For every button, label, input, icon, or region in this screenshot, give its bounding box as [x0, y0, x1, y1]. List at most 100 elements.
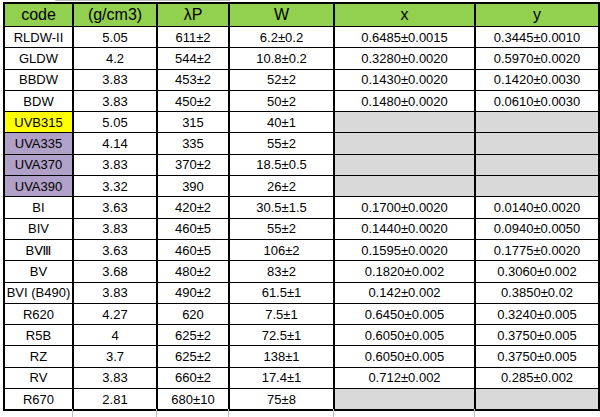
- cell-x[interactable]: 0.1595±0.0020: [334, 239, 475, 260]
- cell-code[interactable]: UVA335: [4, 133, 73, 154]
- cell-lambda[interactable]: 680±10: [157, 389, 229, 411]
- cell-density[interactable]: 4.2: [73, 48, 157, 69]
- cell-y[interactable]: 0.3240±0.005: [475, 303, 599, 324]
- cell-lambda[interactable]: 660±2: [157, 367, 229, 388]
- cell-density[interactable]: 3.83: [73, 154, 157, 175]
- cell-y[interactable]: 0.1420±0.0030: [475, 69, 599, 90]
- cell-code[interactable]: BⅧ: [4, 239, 73, 260]
- cell-x[interactable]: 0.1820±0.002: [334, 261, 475, 282]
- cell-x[interactable]: [334, 176, 475, 197]
- cell-code[interactable]: BIV: [4, 218, 73, 239]
- cell-x[interactable]: 0.712±0.002: [334, 367, 475, 388]
- cell-w[interactable]: 10.8±0.2: [229, 48, 334, 69]
- cell-x[interactable]: 0.6050±0.005: [334, 325, 475, 346]
- cell-y[interactable]: [475, 112, 599, 133]
- cell-x[interactable]: [334, 389, 475, 411]
- cell-code[interactable]: R620: [4, 303, 73, 324]
- cell-x[interactable]: 0.1480±0.0020: [334, 90, 475, 111]
- cell-code[interactable]: RZ: [4, 346, 73, 367]
- cell-lambda[interactable]: 453±2: [157, 69, 229, 90]
- cell-lambda[interactable]: 625±2: [157, 346, 229, 367]
- cell-density[interactable]: 4.14: [73, 133, 157, 154]
- cell-y[interactable]: [475, 176, 599, 197]
- cell-code[interactable]: R670: [4, 389, 73, 411]
- cell-y[interactable]: 0.3750±0.005: [475, 325, 599, 346]
- cell-lambda[interactable]: 611±2: [157, 27, 229, 48]
- cell-w[interactable]: 75±8: [229, 389, 334, 411]
- cell-density[interactable]: 4.27: [73, 303, 157, 324]
- cell-density[interactable]: 3.83: [73, 69, 157, 90]
- cell-density[interactable]: 5.05: [73, 27, 157, 48]
- cell-w[interactable]: 17.4±1: [229, 367, 334, 388]
- cell-lambda[interactable]: 335: [157, 133, 229, 154]
- cell-lambda[interactable]: 460±5: [157, 239, 229, 260]
- cell-y[interactable]: 0.3750±0.005: [475, 346, 599, 367]
- cell-w[interactable]: 72.5±1: [229, 325, 334, 346]
- cell-lambda[interactable]: 620: [157, 303, 229, 324]
- cell-w[interactable]: 6.2±0.2: [229, 27, 334, 48]
- cell-y[interactable]: 0.0940±0.0050: [475, 218, 599, 239]
- header-cell-x[interactable]: x: [334, 3, 475, 27]
- cell-x[interactable]: 0.6050±0.005: [334, 346, 475, 367]
- cell-code[interactable]: GLDW: [4, 48, 73, 69]
- cell-code[interactable]: UVA390: [4, 176, 73, 197]
- cell-code[interactable]: RV: [4, 367, 73, 388]
- cell-density[interactable]: 3.7: [73, 346, 157, 367]
- cell-density[interactable]: 3.63: [73, 239, 157, 260]
- cell-x[interactable]: 0.3280±0.0020: [334, 48, 475, 69]
- cell-w[interactable]: 138±1: [229, 346, 334, 367]
- cell-density[interactable]: 3.83: [73, 282, 157, 303]
- cell-y[interactable]: [475, 133, 599, 154]
- cell-density[interactable]: 2.81: [73, 389, 157, 411]
- cell-x[interactable]: 0.142±0.002: [334, 282, 475, 303]
- cell-lambda[interactable]: 490±2: [157, 282, 229, 303]
- cell-code[interactable]: BBDW: [4, 69, 73, 90]
- cell-w[interactable]: 55±2: [229, 218, 334, 239]
- cell-w[interactable]: 26±2: [229, 176, 334, 197]
- cell-y[interactable]: [475, 154, 599, 175]
- header-cell-lambda[interactable]: λP: [157, 3, 229, 27]
- cell-w[interactable]: 7.5±1: [229, 303, 334, 324]
- cell-x[interactable]: 0.1700±0.0020: [334, 197, 475, 218]
- cell-y[interactable]: 0.0610±0.0030: [475, 90, 599, 111]
- cell-w[interactable]: 106±2: [229, 239, 334, 260]
- cell-lambda[interactable]: 544±2: [157, 48, 229, 69]
- cell-x[interactable]: 0.6450±0.005: [334, 303, 475, 324]
- cell-lambda[interactable]: 625±2: [157, 325, 229, 346]
- header-cell-w[interactable]: W: [229, 3, 334, 27]
- cell-lambda[interactable]: 420±2: [157, 197, 229, 218]
- cell-density[interactable]: 4: [73, 325, 157, 346]
- cell-y[interactable]: 0.3445±0.0010: [475, 27, 599, 48]
- header-cell-density[interactable]: (g/cm3): [73, 3, 157, 27]
- cell-w[interactable]: 61.5±1: [229, 282, 334, 303]
- cell-density[interactable]: 3.83: [73, 90, 157, 111]
- cell-x[interactable]: 0.6485±0.0015: [334, 27, 475, 48]
- cell-density[interactable]: 3.32: [73, 176, 157, 197]
- cell-w[interactable]: 50±2: [229, 90, 334, 111]
- cell-y[interactable]: 0.3060±0.002: [475, 261, 599, 282]
- cell-w[interactable]: 30.5±1.5: [229, 197, 334, 218]
- cell-x[interactable]: [334, 112, 475, 133]
- cell-w[interactable]: 83±2: [229, 261, 334, 282]
- cell-lambda[interactable]: 370±2: [157, 154, 229, 175]
- cell-lambda[interactable]: 390: [157, 176, 229, 197]
- cell-w[interactable]: 40±1: [229, 112, 334, 133]
- cell-code[interactable]: RLDW-II: [4, 27, 73, 48]
- header-cell-code[interactable]: code: [4, 3, 73, 27]
- cell-lambda[interactable]: 460±5: [157, 218, 229, 239]
- header-cell-y[interactable]: y: [475, 3, 599, 27]
- cell-lambda[interactable]: 450±2: [157, 90, 229, 111]
- cell-code[interactable]: UVB315: [4, 112, 73, 133]
- cell-code[interactable]: R5B: [4, 325, 73, 346]
- cell-x[interactable]: 0.1430±0.0020: [334, 69, 475, 90]
- cell-y[interactable]: 0.0140±0.0020: [475, 197, 599, 218]
- cell-density[interactable]: 3.83: [73, 218, 157, 239]
- cell-w[interactable]: 52±2: [229, 69, 334, 90]
- cell-density[interactable]: 3.83: [73, 367, 157, 388]
- cell-y[interactable]: [475, 389, 599, 411]
- cell-code[interactable]: BDW: [4, 90, 73, 111]
- cell-y[interactable]: 0.1775±0.0020: [475, 239, 599, 260]
- cell-density[interactable]: 5.05: [73, 112, 157, 133]
- cell-y[interactable]: 0.285±0.002: [475, 367, 599, 388]
- cell-code[interactable]: BI: [4, 197, 73, 218]
